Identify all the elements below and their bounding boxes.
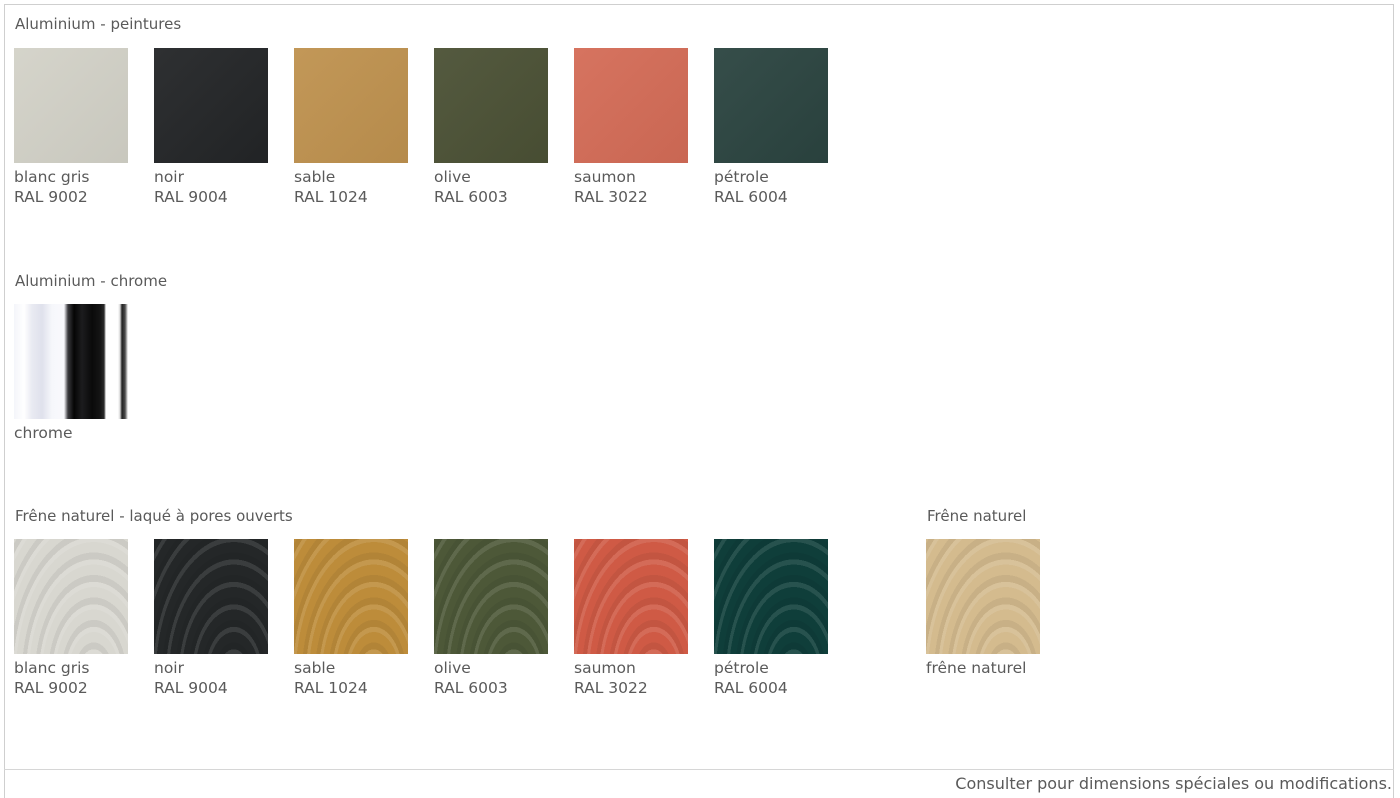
section-title-ash-natural: Frêne naturel (927, 507, 1027, 525)
swatch-item-ash-natural[interactable]: frêne naturel (926, 539, 1046, 678)
swatch-item-paint-blanc-gris[interactable]: blanc gris RAL 9002 (14, 48, 134, 207)
swatch-color-name: blanc gris (14, 659, 90, 677)
swatch-ral-code: RAL 9002 (14, 188, 88, 206)
swatch-item-ash-petrole[interactable]: pétrole RAL 6004 (714, 539, 834, 698)
color-swatch[interactable] (714, 539, 828, 654)
section-title-ash-lacquered: Frêne naturel - laqué à pores ouverts (15, 507, 293, 525)
chrome-swatch[interactable] (14, 304, 128, 419)
finishes-panel (4, 4, 1394, 798)
color-swatch[interactable] (14, 539, 128, 654)
swatch-ral-code: RAL 6003 (434, 188, 508, 206)
swatch-ral-code: RAL 1024 (294, 679, 368, 697)
swatch-color-name: noir (154, 168, 184, 186)
color-swatch[interactable] (14, 48, 128, 163)
swatch-item-ash-noir[interactable]: noir RAL 9004 (154, 539, 274, 698)
swatch-color-name: noir (154, 659, 184, 677)
swatch-ral-code: RAL 9002 (14, 679, 88, 697)
swatch-color-name: pétrole (714, 659, 769, 677)
color-swatch[interactable] (154, 539, 268, 654)
swatch-ral-code: RAL 6004 (714, 188, 788, 206)
swatch-item-paint-sable[interactable]: sable RAL 1024 (294, 48, 414, 207)
color-swatch[interactable] (574, 48, 688, 163)
color-swatch[interactable] (434, 48, 548, 163)
swatch-item-ash-olive[interactable]: olive RAL 6003 (434, 539, 554, 698)
swatch-color-name: saumon (574, 659, 636, 677)
swatch-ral-code: RAL 9004 (154, 679, 228, 697)
swatch-ral-code: RAL 1024 (294, 188, 368, 206)
swatch-ral-code: RAL 6004 (714, 679, 788, 697)
swatch-color-name: olive (434, 168, 471, 186)
swatch-item-ash-blanc-gris[interactable]: blanc gris RAL 9002 (14, 539, 134, 698)
swatch-ral-code: RAL 3022 (574, 679, 648, 697)
color-swatch[interactable] (294, 539, 408, 654)
swatch-color-name: sable (294, 659, 336, 677)
swatch-color-name: frêne naturel (926, 659, 1027, 677)
footer-divider (4, 769, 1394, 770)
footer-note: Consulter pour dimensions spéciales ou m… (955, 774, 1392, 793)
swatch-item-paint-noir[interactable]: noir RAL 9004 (154, 48, 274, 207)
color-swatch[interactable] (294, 48, 408, 163)
section-title-aluminium-chrome: Aluminium - chrome (15, 272, 168, 290)
swatch-color-name: saumon (574, 168, 636, 186)
swatch-color-name: sable (294, 168, 336, 186)
color-swatch[interactable] (926, 539, 1040, 654)
color-swatch[interactable] (154, 48, 268, 163)
swatch-color-name: pétrole (714, 168, 769, 186)
swatch-item-ash-saumon[interactable]: saumon RAL 3022 (574, 539, 694, 698)
swatch-color-name: blanc gris (14, 168, 90, 186)
swatch-ral-code: RAL 6003 (434, 679, 508, 697)
color-swatch[interactable] (574, 539, 688, 654)
swatch-item-paint-olive[interactable]: olive RAL 6003 (434, 48, 554, 207)
swatch-item-ash-sable[interactable]: sable RAL 1024 (294, 539, 414, 698)
swatch-ral-code: RAL 3022 (574, 188, 648, 206)
swatch-item-chrome[interactable]: chrome (14, 304, 134, 443)
swatch-item-paint-saumon[interactable]: saumon RAL 3022 (574, 48, 694, 207)
color-swatch[interactable] (434, 539, 548, 654)
swatch-color-name: chrome (14, 424, 73, 442)
section-title-aluminium-paint: Aluminium - peintures (15, 15, 182, 33)
swatch-color-name: olive (434, 659, 471, 677)
color-swatch[interactable] (714, 48, 828, 163)
swatch-ral-code: RAL 9004 (154, 188, 228, 206)
swatch-item-paint-petrole[interactable]: pétrole RAL 6004 (714, 48, 834, 207)
